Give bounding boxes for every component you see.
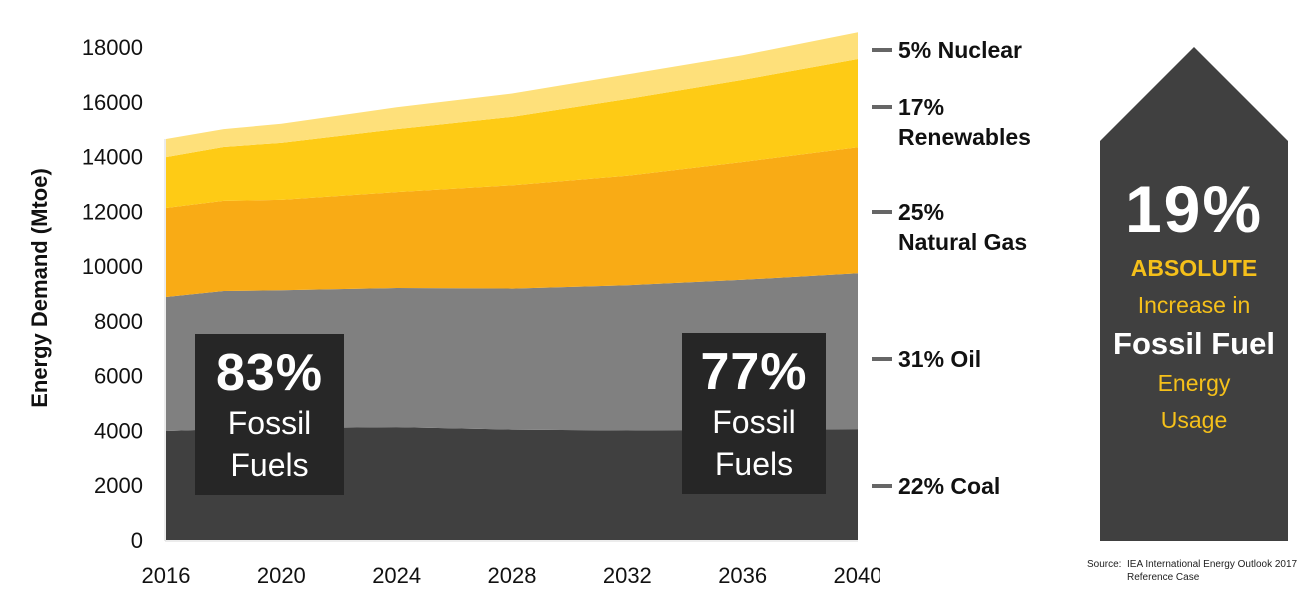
x-tick-label: 2036 — [718, 563, 767, 588]
y-tick-label: 2000 — [94, 473, 143, 498]
arrow-line-increase: Increase in — [1137, 292, 1251, 318]
x-tick-label: 2032 — [603, 563, 652, 588]
y-tick-label: 0 — [131, 528, 143, 553]
y-tick-label: 6000 — [94, 364, 143, 389]
area-renewables — [166, 59, 858, 209]
legend-label: 31% Oil — [898, 346, 982, 372]
arrow-line-usage: Usage — [1160, 407, 1228, 433]
arrow-percent: 19% — [1124, 172, 1264, 246]
legend-item-renewables: 17% Renewables — [872, 92, 1031, 152]
callout-line1: Fossil — [712, 404, 796, 440]
source-line2: Reference Case — [1127, 572, 1200, 583]
legend-label: 5% Nuclear — [898, 37, 1023, 63]
legend-dash — [872, 357, 892, 361]
legend-label: 25% Natural Gas — [898, 199, 1028, 255]
callout-percent: 83% — [215, 344, 324, 402]
legend-dash — [872, 105, 892, 109]
x-tick-label: 2028 — [488, 563, 537, 588]
y-tick-label: 16000 — [82, 90, 143, 115]
up-arrow-shape — [1100, 47, 1288, 541]
stacked-area-chart: 0 2000 4000 6000 8000 10000 12000 14000 16000 180… — [27, 32, 880, 588]
y-tick-label: 14000 — [82, 145, 143, 170]
x-tick-label: 2020 — [257, 563, 306, 588]
legend-item-nuclear: 5% Nuclear — [872, 35, 1022, 65]
y-tick-label: 8000 — [94, 309, 143, 334]
y-tick-label: 10000 — [82, 254, 143, 279]
area-natural-gas — [166, 147, 858, 298]
x-tick-label: 2024 — [372, 563, 421, 588]
x-tick-label: 2040 — [834, 563, 880, 588]
arrow-line-absolute: ABSOLUTE — [1130, 255, 1258, 281]
up-arrow-panel — [1100, 47, 1288, 541]
y-axis-label: Energy Demand (Mtoe) — [27, 168, 52, 408]
x-tick-label: 2016 — [142, 563, 191, 588]
callout-line2: Fuels — [230, 447, 309, 483]
legend-item-coal: 22% Coal — [872, 471, 1000, 501]
y-tick-label: 12000 — [82, 199, 143, 224]
source-line1: IEA International Energy Outlook 2017 — [1127, 559, 1298, 570]
callout-line1: Fossil — [227, 405, 312, 441]
legend-dash — [872, 484, 892, 488]
legend-label: 17% Renewables — [898, 94, 1031, 150]
source-label: Source: — [1087, 559, 1122, 570]
legend-label: 22% Coal — [898, 473, 1001, 499]
callout-line2: Fuels — [714, 446, 794, 482]
callout-percent: 77% — [700, 343, 808, 401]
callout-2016-fossil-share: 83% Fossil Fuels — [195, 334, 344, 495]
y-tick-label: 4000 — [94, 418, 143, 443]
y-tick-label: 18000 — [82, 35, 143, 60]
legend-item-natural-gas: 25% Natural Gas — [872, 197, 1027, 257]
area-nuclear — [166, 32, 858, 158]
legend-dash — [872, 210, 892, 214]
source-text: IEA International Energy Outlook 2017 Re… — [1127, 558, 1297, 584]
arrow-line-energy: Energy — [1157, 370, 1231, 396]
callout-2040-fossil-share: 77% Fossil Fuels — [682, 333, 826, 494]
legend-item-oil: 31% Oil — [872, 344, 981, 374]
arrow-line-fossil-fuel: Fossil Fuel — [1113, 326, 1275, 361]
legend-dash — [872, 48, 892, 52]
source-note: Source: IEA International Energy Outlook… — [1087, 558, 1297, 584]
